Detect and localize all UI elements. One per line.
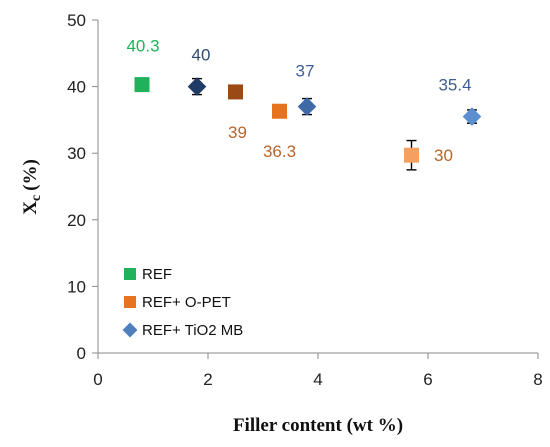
- x-tick-label: 8: [533, 370, 542, 389]
- x-tick-label: 0: [93, 370, 102, 389]
- x-tick-label: 6: [423, 370, 432, 389]
- legend-marker: [122, 322, 138, 338]
- data-point: [272, 103, 287, 119]
- x-axis-title: Filler content (wt %): [233, 415, 403, 436]
- data-point: [187, 77, 207, 96]
- y-tick-label: 50: [67, 11, 86, 30]
- data-marks: [134, 77, 482, 171]
- data-labels: 40.3 39 36.3 30 40 37 35.4: [126, 37, 471, 166]
- data-label: 40: [192, 46, 211, 65]
- legend-marker: [124, 268, 136, 280]
- data-point: [297, 97, 317, 116]
- y-axis-title: Xc (%): [20, 159, 44, 215]
- legend: REF REF+ O-PET REF+ TiO2 MB: [122, 266, 243, 339]
- data-point: [462, 107, 482, 126]
- y-tick-label: 30: [67, 144, 86, 163]
- legend-label: REF+ O-PET: [142, 294, 231, 311]
- y-tick-label: 40: [67, 78, 86, 97]
- data-point: [404, 147, 419, 163]
- y-axis-title-sub: c: [29, 195, 44, 201]
- y-tick-label: 10: [67, 277, 86, 296]
- y-axis-title-unit: (%): [20, 159, 41, 191]
- data-label: 39: [228, 123, 247, 142]
- data-label: 30: [434, 146, 453, 165]
- y-tick-label: 20: [67, 211, 86, 230]
- legend-label: REF: [142, 266, 172, 283]
- axes: 0 10 20 30 40 50 0 2 4 6 8: [67, 11, 543, 389]
- legend-marker: [124, 296, 136, 308]
- x-tick-label: 2: [203, 370, 212, 389]
- x-tick-label: 4: [313, 370, 322, 389]
- data-label: 37: [296, 62, 315, 81]
- data-point: [134, 77, 150, 93]
- data-label: 40.3: [126, 37, 159, 56]
- data-point: [228, 84, 243, 100]
- y-axis-title-main: X: [20, 201, 41, 215]
- data-label: 35.4: [438, 76, 471, 95]
- y-tick-label: 0: [77, 344, 86, 363]
- legend-label: REF+ TiO2 MB: [142, 322, 243, 339]
- data-label: 36.3: [263, 142, 296, 161]
